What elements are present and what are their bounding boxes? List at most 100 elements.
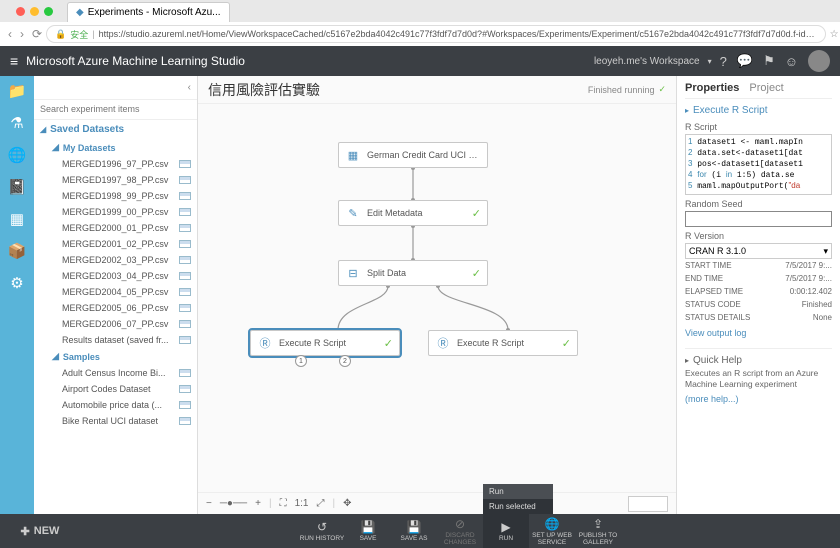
dataset-icon [179, 320, 191, 328]
run-button[interactable]: Run Run selected ▶RUN [483, 514, 529, 548]
smile-icon[interactable]: ☺ [785, 54, 798, 69]
node-dataset[interactable]: ▦ German Credit Card UCI dat... [338, 142, 488, 168]
play-icon: ▶ [501, 520, 510, 534]
status-details-value: None [813, 313, 832, 322]
rail-globe-icon[interactable]: 🌐 [8, 146, 27, 164]
tree-leaf[interactable]: Bike Rental UCI dataset [34, 413, 197, 429]
save-button[interactable]: 💾SAVE [345, 514, 391, 548]
zoom-fit-icon[interactable]: ⛶ [280, 498, 287, 509]
r-version-label: R Version [685, 227, 832, 243]
tree-leaf[interactable]: MERGED1996_97_PP.csv [34, 156, 197, 172]
save-as-button[interactable]: 💾SAVE AS [391, 514, 437, 548]
end-time-value: 7/5/2017 9:... [785, 274, 832, 283]
r-version-select[interactable]: CRAN R 3.1.0▾ [685, 243, 832, 259]
collapse-panel-icon[interactable]: ‹ [188, 82, 191, 93]
rail-notebook-icon[interactable]: 📓 [8, 178, 27, 196]
zoom-actual-icon[interactable]: ⤢ [317, 498, 325, 509]
tree-samples[interactable]: ◢Samples [34, 348, 197, 365]
flag-icon[interactable]: ⚑ [763, 53, 775, 69]
new-button[interactable]: ✚ NEW [0, 514, 80, 548]
pan-icon[interactable]: ✥ [343, 498, 351, 509]
more-help-link[interactable]: (more help...) [685, 390, 832, 408]
tree-saved-datasets[interactable]: ◢Saved Datasets [34, 120, 197, 139]
rail-settings-icon[interactable]: ⚙ [10, 274, 23, 292]
node-label: Execute R Script [279, 338, 378, 348]
star-icon[interactable]: ☆ [830, 29, 839, 40]
globe-icon: 🌐 [545, 517, 560, 531]
experiment-title[interactable]: 信用風險評估實驗 [208, 80, 320, 100]
forward-button[interactable]: › [20, 27, 24, 41]
tree-leaf[interactable]: MERGED1997_98_PP.csv [34, 172, 197, 188]
tree-leaf[interactable]: MERGED2001_02_PP.csv [34, 236, 197, 252]
zoom-in-icon[interactable]: + [255, 498, 261, 509]
tab-project[interactable]: Project [749, 82, 783, 94]
canvas-wrap: 信用風險評估實驗 Finished running ✓ ▦ German Cre… [198, 76, 676, 514]
quick-help-title[interactable]: ▸Quick Help [685, 348, 832, 368]
props-section-title: ▸Execute R Script [685, 99, 832, 118]
tree-leaf[interactable]: MERGED2006_07_PP.csv [34, 316, 197, 332]
workspace-chevron-icon[interactable]: ▾ [708, 57, 712, 66]
dataset-icon [179, 417, 191, 425]
status-details-label: STATUS DETAILS [685, 313, 750, 322]
rail-experiments-icon[interactable]: 📁 [8, 82, 27, 100]
publish-button[interactable]: ⇪PUBLISH TO GALLERY [575, 514, 621, 548]
node-label: Execute R Script [457, 338, 556, 348]
browser-tab[interactable]: ◆ Experiments - Microsoft Azu... [67, 2, 230, 22]
metadata-icon: ✎ [345, 205, 361, 221]
minimize-window[interactable] [30, 7, 39, 16]
run-menu-run-selected[interactable]: Run selected [483, 499, 553, 514]
url-bar[interactable]: 🔒 安全 | https://studio.azureml.net/Home/V… [46, 25, 826, 43]
tab-properties[interactable]: Properties [685, 82, 739, 94]
zoom-ratio[interactable]: 1:1 [295, 498, 309, 509]
zoom-slider[interactable]: ─●── [220, 498, 247, 509]
tree-leaf[interactable]: MERGED2005_06_PP.csv [34, 300, 197, 316]
secure-label: 安全 [70, 28, 88, 41]
tree-leaf[interactable]: MERGED2002_03_PP.csv [34, 252, 197, 268]
node-r-script-2[interactable]: Ⓡ Execute R Script ✓ [428, 330, 578, 356]
hamburger-icon[interactable]: ≡ [10, 53, 18, 69]
avatar[interactable] [808, 50, 830, 72]
minimap[interactable] [628, 496, 668, 512]
tree-leaf[interactable]: Results dataset (saved fr... [34, 332, 197, 348]
tree-leaf[interactable]: MERGED1999_00_PP.csv [34, 204, 197, 220]
rail-data-icon[interactable]: ▦ [10, 210, 24, 228]
view-output-log-link[interactable]: View output log [685, 324, 832, 342]
output-port-2[interactable]: 2 [339, 355, 351, 367]
node-split-data[interactable]: ⊟ Split Data ✓ [338, 260, 488, 286]
dataset-icon [179, 256, 191, 264]
tree-leaf[interactable]: Adult Census Income Bi... [34, 365, 197, 381]
run-history-button[interactable]: ↺RUN HISTORY [299, 514, 345, 548]
close-window[interactable] [16, 7, 25, 16]
node-edit-metadata[interactable]: ✎ Edit Metadata ✓ [338, 200, 488, 226]
canvas[interactable]: ▦ German Credit Card UCI dat... ✎ Edit M… [198, 104, 676, 492]
url-text: https://studio.azureml.net/Home/ViewWork… [99, 29, 817, 39]
zoom-window[interactable] [44, 7, 53, 16]
node-r-script-1[interactable]: Ⓡ Execute R Script ✓ 1 2 [250, 330, 400, 356]
search-input[interactable] [40, 104, 191, 114]
tree-leaf[interactable]: MERGED2004_05_PP.csv [34, 284, 197, 300]
tree-my-datasets[interactable]: ◢My Datasets [34, 139, 197, 156]
reload-button[interactable]: ⟳ [32, 27, 42, 41]
status-code-value: Finished [802, 300, 832, 309]
tree-leaf[interactable]: Airport Codes Dataset [34, 381, 197, 397]
dataset-icon [179, 385, 191, 393]
run-menu-run[interactable]: Run [483, 484, 553, 499]
chat-icon[interactable]: 💬 [737, 53, 753, 69]
tree-leaf[interactable]: MERGED2003_04_PP.csv [34, 268, 197, 284]
tree-leaf[interactable]: MERGED2000_01_PP.csv [34, 220, 197, 236]
rail-flask-icon[interactable]: ⚗ [10, 114, 23, 132]
back-button[interactable]: ‹ [8, 27, 12, 41]
code-editor[interactable]: 1 dataset1 <- maml.mapIn 2 data.set<-dat… [685, 134, 832, 195]
tree-leaf[interactable]: Automobile price data (... [34, 397, 197, 413]
setup-web-service-button[interactable]: 🌐SET UP WEB SERVICE [529, 514, 575, 548]
output-port-1[interactable]: 1 [295, 355, 307, 367]
dataset-icon [179, 401, 191, 409]
rail-module-icon[interactable]: 📦 [8, 242, 27, 260]
help-icon[interactable]: ? [720, 54, 727, 69]
tree-leaf[interactable]: MERGED1998_99_PP.csv [34, 188, 197, 204]
workspace-name[interactable]: leoyeh.me's Workspace [594, 56, 700, 67]
zoom-out-icon[interactable]: − [206, 498, 212, 509]
discard-button[interactable]: ⊘DISCARD CHANGES [437, 514, 483, 548]
random-seed-input[interactable] [685, 211, 832, 227]
check-icon: ✓ [472, 207, 481, 220]
